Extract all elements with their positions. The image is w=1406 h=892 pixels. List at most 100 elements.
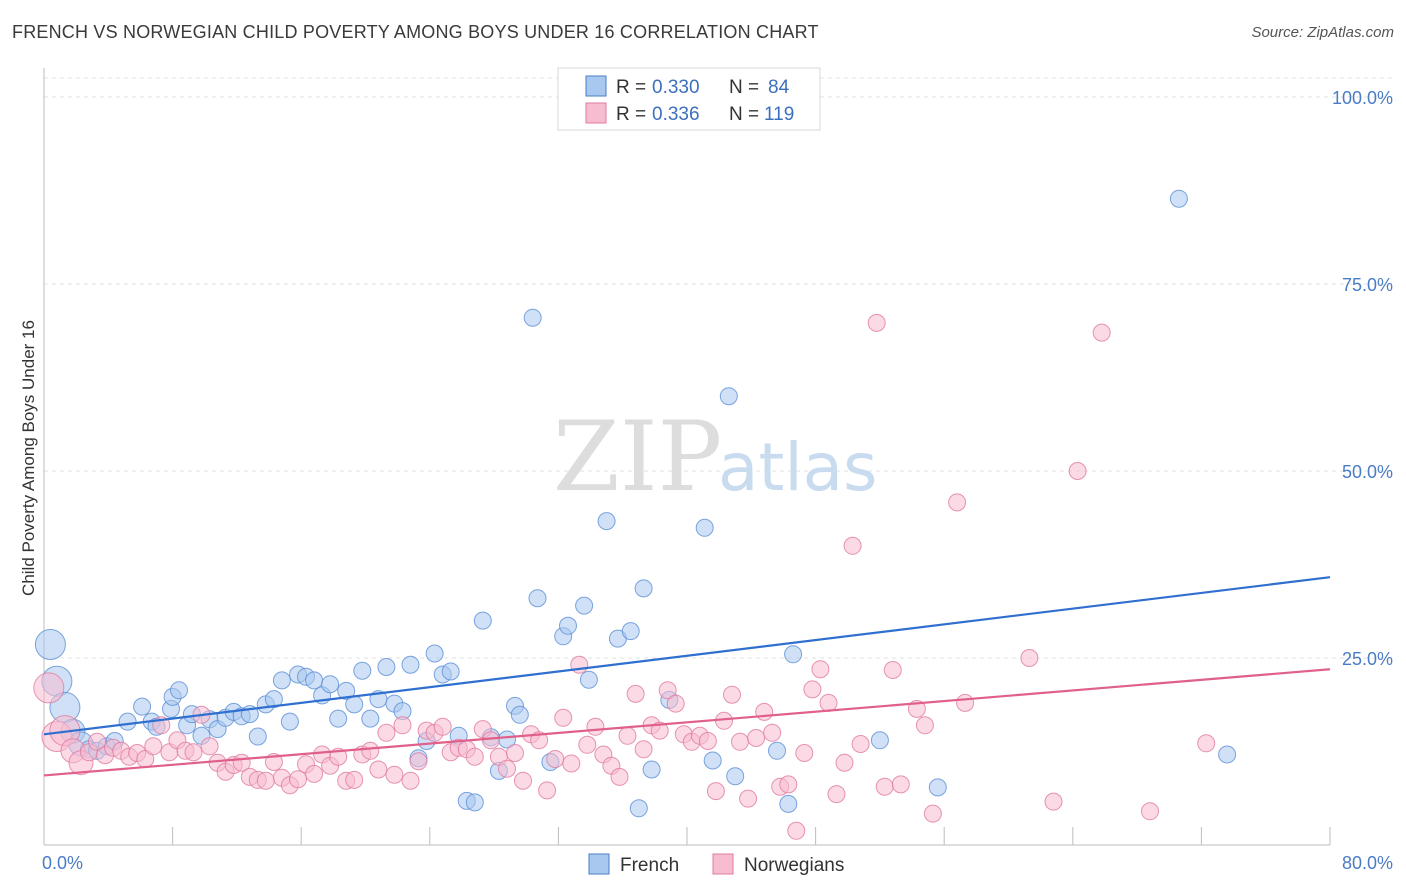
y-tick-label: 75.0% bbox=[1342, 275, 1393, 295]
french-point bbox=[523, 308, 542, 327]
norwegians-point bbox=[377, 723, 396, 742]
norwegians-point bbox=[723, 685, 741, 704]
french-point bbox=[642, 760, 661, 779]
norwegians-point bbox=[256, 771, 275, 790]
french-point bbox=[559, 616, 577, 635]
french-point bbox=[425, 644, 444, 663]
norwegians-point bbox=[345, 770, 364, 789]
french-point bbox=[118, 712, 137, 731]
norwegians-point bbox=[1141, 802, 1159, 821]
french-point bbox=[695, 518, 714, 537]
legend-swatch-norwegians bbox=[585, 102, 607, 124]
norwegians-point bbox=[618, 726, 637, 745]
norwegians-point bbox=[530, 731, 549, 750]
french-point bbox=[528, 589, 547, 608]
norwegians-point bbox=[851, 735, 870, 753]
norwegians-point bbox=[200, 737, 219, 756]
french-point bbox=[928, 778, 947, 797]
norwegians-point bbox=[361, 741, 380, 760]
norwegians-point bbox=[610, 767, 629, 786]
french-point bbox=[597, 512, 616, 531]
norwegians-point bbox=[409, 752, 428, 771]
norwegians-point bbox=[731, 732, 749, 751]
french-point bbox=[768, 741, 786, 760]
y-tick-label: 25.0% bbox=[1342, 649, 1393, 669]
norwegians-point bbox=[481, 731, 500, 750]
french-point bbox=[870, 731, 889, 750]
norwegians-point bbox=[401, 771, 420, 790]
legend-n-value-norwegians: 119 bbox=[764, 104, 794, 125]
french-point bbox=[377, 658, 396, 676]
norwegians-point bbox=[634, 740, 653, 759]
norwegians-point bbox=[747, 729, 766, 747]
french-trend-line bbox=[43, 576, 1331, 736]
norwegians-point bbox=[698, 732, 717, 750]
legend-n-value-french: 84 bbox=[768, 77, 790, 98]
norwegians-point bbox=[1044, 792, 1063, 811]
x-tick-label: 80.0% bbox=[1342, 853, 1393, 873]
french-point bbox=[726, 767, 745, 786]
french-point bbox=[634, 579, 653, 598]
norwegians-point bbox=[433, 717, 452, 736]
norwegians-point bbox=[835, 753, 854, 772]
norwegians-point bbox=[923, 804, 942, 823]
bottom-legend-label-french: French bbox=[620, 855, 679, 876]
bottom-legend: French Norwegians bbox=[588, 853, 844, 876]
french-point bbox=[1169, 189, 1188, 208]
french-point bbox=[784, 645, 803, 664]
norwegians-point bbox=[875, 777, 894, 796]
french-point bbox=[579, 670, 598, 689]
french-point bbox=[248, 727, 267, 746]
norwegians-point bbox=[948, 493, 967, 512]
french-point bbox=[133, 697, 152, 716]
norwegians-point bbox=[843, 536, 862, 555]
french-point bbox=[321, 675, 340, 694]
norwegians-point bbox=[867, 313, 886, 332]
french-point bbox=[280, 712, 299, 731]
x-tick-label: 0.0% bbox=[42, 853, 83, 873]
french-point bbox=[473, 611, 492, 630]
norwegians-point bbox=[739, 789, 758, 808]
norwegians-point bbox=[554, 708, 573, 727]
norwegians-point bbox=[1092, 323, 1111, 342]
norwegians-point bbox=[1020, 649, 1039, 667]
legend-r-value-french: 0.330 bbox=[652, 77, 700, 98]
legend-n-label-norwegians: N = bbox=[729, 104, 759, 125]
french-point bbox=[621, 622, 640, 641]
source-label: Source: ZipAtlas.com bbox=[1251, 24, 1394, 41]
norwegians-point bbox=[795, 744, 814, 762]
norwegians-point bbox=[915, 716, 934, 735]
norwegians-point bbox=[393, 716, 412, 735]
bottom-legend-swatch-norwegians bbox=[712, 853, 734, 875]
norwegians-point bbox=[706, 782, 725, 801]
legend-n-label-french: N = bbox=[729, 77, 759, 98]
norwegians-point bbox=[289, 770, 307, 789]
norwegians-point bbox=[562, 754, 581, 773]
french-point bbox=[703, 751, 722, 770]
gridlines bbox=[44, 77, 1392, 659]
norwegians-point bbox=[506, 744, 524, 762]
legend-r-label-norwegians: R = bbox=[616, 104, 646, 125]
norwegians-point bbox=[385, 765, 404, 784]
french-point bbox=[465, 793, 484, 812]
watermark-atlas: atlas bbox=[718, 429, 878, 506]
french-point bbox=[264, 690, 283, 709]
french-point bbox=[337, 681, 356, 700]
french-point bbox=[34, 629, 66, 660]
french-point bbox=[170, 681, 188, 700]
norwegians-point bbox=[891, 775, 910, 794]
norwegians-point bbox=[546, 750, 565, 768]
norwegians-point bbox=[626, 684, 645, 703]
french-point bbox=[305, 671, 324, 690]
norwegians-point bbox=[184, 743, 203, 762]
norwegians-point bbox=[33, 672, 65, 704]
french-point bbox=[779, 794, 798, 813]
y-tick-label: 100.0% bbox=[1332, 88, 1393, 108]
norwegians-point bbox=[586, 717, 605, 736]
axes bbox=[43, 68, 1331, 846]
norwegians-point bbox=[763, 723, 782, 742]
bottom-legend-label-norwegians: Norwegians bbox=[744, 855, 844, 876]
norwegians-point bbox=[650, 721, 669, 740]
x-tick-labels: 0.0% 80.0% bbox=[42, 853, 1393, 873]
